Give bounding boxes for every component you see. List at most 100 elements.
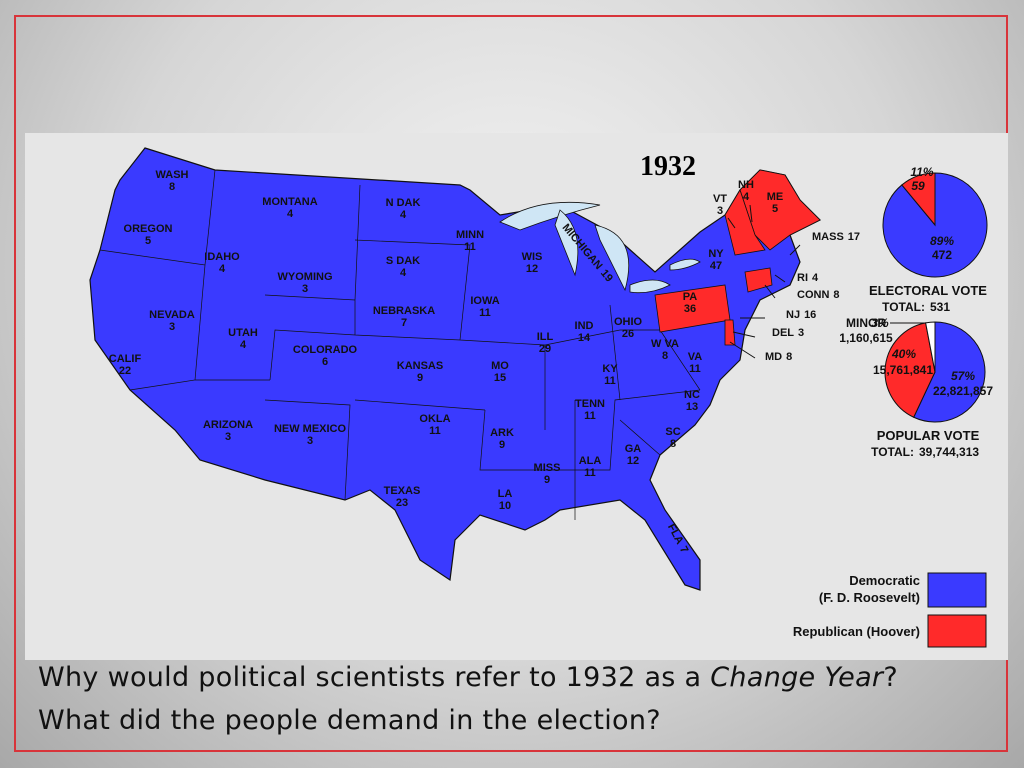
- state-name: MONTANA: [262, 196, 317, 208]
- state-votes: 11: [584, 410, 596, 422]
- state-name: GA: [625, 443, 642, 455]
- state-name: COLORADO: [293, 344, 358, 356]
- legend-sublabel: (F. D. Roosevelt): [819, 590, 920, 605]
- state-name: TEXAS: [384, 485, 421, 497]
- state-votes: 36: [684, 303, 696, 315]
- question-text: ?: [883, 662, 898, 693]
- state-name: NY: [708, 248, 724, 260]
- state-votes: 6: [322, 356, 328, 368]
- state-name: SC: [665, 426, 680, 438]
- state-name: KY: [602, 363, 618, 375]
- state-name: OHIO: [614, 316, 643, 328]
- popular-total-label: TOTAL:: [871, 445, 914, 459]
- electoral-total: 531: [930, 300, 950, 314]
- state-name: LA: [498, 488, 513, 500]
- state-votes: 5: [145, 235, 151, 247]
- state-name: WASH: [156, 169, 189, 181]
- state-votes: 13: [686, 401, 698, 413]
- state-label: ME5: [767, 191, 784, 215]
- pie-slice: [913, 321, 986, 423]
- state-name: CALIF: [109, 353, 142, 365]
- state-votes: 4: [743, 191, 750, 203]
- state-label: CONN 8: [797, 289, 840, 301]
- state-votes: 12: [526, 263, 538, 275]
- state-name: PA: [683, 291, 698, 303]
- question-text: What did the people demand in the electi…: [38, 705, 661, 736]
- state-votes: 14: [578, 332, 591, 344]
- state-name: MASS 17: [812, 231, 860, 243]
- state-votes: 3: [302, 283, 308, 295]
- state-label: VT3: [713, 193, 727, 217]
- slice-votes: 472: [932, 248, 952, 262]
- state-votes: 3: [225, 431, 231, 443]
- slice-votes: 1,160,615: [839, 331, 893, 345]
- state-votes: 26: [622, 328, 634, 340]
- legend-label: Democratic: [849, 573, 920, 588]
- state-label: NH4: [738, 179, 754, 203]
- state-name: DEL 3: [772, 327, 804, 339]
- state-name: UTAH: [228, 327, 258, 339]
- great-lakes: [499, 201, 701, 294]
- state-votes: 4: [287, 208, 294, 220]
- republican-states: [654, 169, 821, 346]
- state-name: NEW MEXICO: [274, 423, 347, 435]
- state-label: MD 8: [765, 351, 792, 363]
- state-votes: 5: [772, 203, 778, 215]
- state-votes: 3: [169, 321, 175, 333]
- state-votes: 17: [848, 231, 860, 243]
- state-votes: 11: [689, 363, 701, 375]
- state-votes: 29: [539, 343, 551, 355]
- state-votes: 15: [494, 372, 506, 384]
- legend-swatch: [927, 572, 987, 608]
- state-votes: 8: [786, 351, 792, 363]
- state-votes: 8: [670, 438, 676, 450]
- state-label: SC8: [665, 426, 680, 450]
- state-votes: 9: [499, 439, 505, 451]
- state-name: ALA: [579, 455, 602, 467]
- state-votes: 4: [400, 209, 407, 221]
- slice-votes: 59: [911, 179, 925, 193]
- state-votes: 8: [662, 350, 668, 362]
- slice-label: 3%: [871, 316, 889, 330]
- pie-slice: [901, 172, 936, 227]
- state-name: KANSAS: [397, 360, 443, 372]
- state-votes: 12: [627, 455, 639, 467]
- state-name: ARK: [490, 427, 514, 439]
- map-title: 1932: [640, 151, 696, 182]
- slice-name: MINOR: [846, 316, 886, 330]
- slice-label: 89%: [930, 234, 954, 248]
- state-votes: 4: [219, 263, 226, 275]
- state-votes: 3: [798, 327, 804, 339]
- state-votes: 23: [396, 497, 408, 509]
- popular-title: POPULAR VOTE: [877, 428, 980, 443]
- state-votes: 4: [240, 339, 247, 351]
- state-name: N DAK: [386, 197, 421, 209]
- state-votes: 8: [169, 181, 175, 193]
- state-name: OREGON: [124, 223, 173, 235]
- state-votes: 9: [417, 372, 423, 384]
- state-votes: 9: [544, 474, 550, 486]
- state-name: WIS: [522, 251, 543, 263]
- pie-slice: [925, 321, 936, 373]
- slice-label: 40%: [891, 347, 916, 361]
